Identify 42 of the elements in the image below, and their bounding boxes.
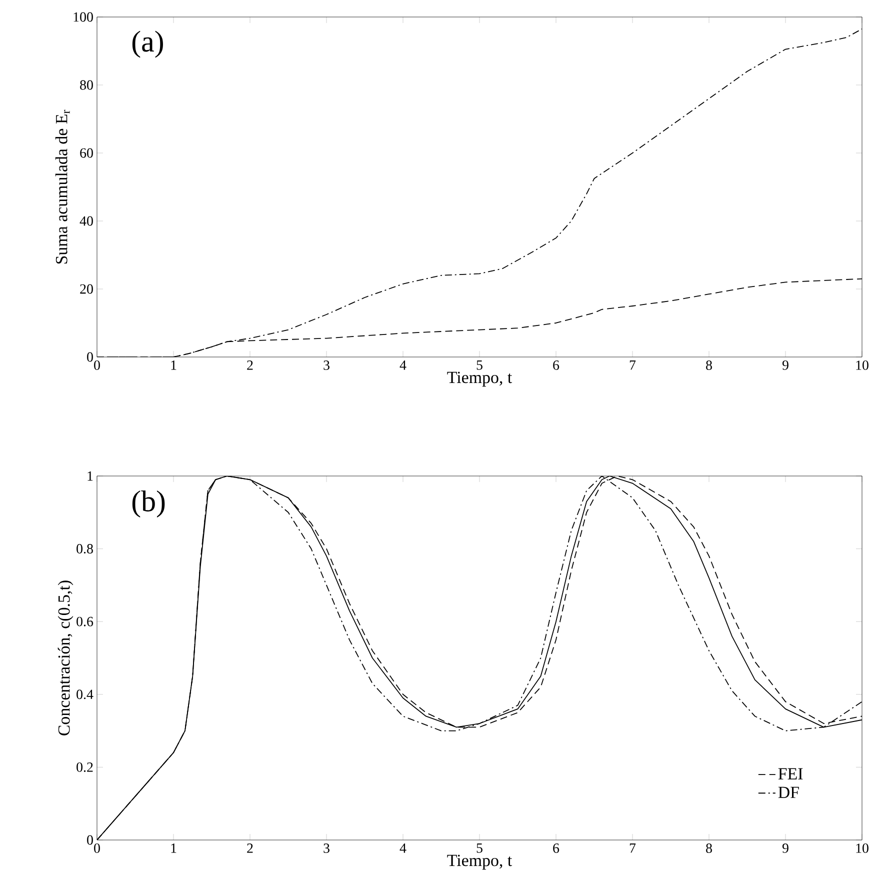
x-tick-label: 3 xyxy=(324,360,330,370)
x-tick-label: 1 xyxy=(171,844,176,853)
y-tick-label: 40 xyxy=(80,216,93,226)
x-axis-title: Tiempo, t xyxy=(447,854,512,870)
y-tick-label: 60 xyxy=(80,148,93,158)
y-tick-label: 80 xyxy=(80,80,93,90)
y-tick-label: 0.8 xyxy=(76,544,93,554)
x-tick-label: 7 xyxy=(630,360,636,370)
legend-label: FEI xyxy=(778,768,803,780)
y-tick-label: 20 xyxy=(80,284,93,294)
x-tick-label: 2 xyxy=(246,844,253,853)
x-tick-label: 3 xyxy=(324,844,330,853)
legend-label: DF xyxy=(778,786,799,798)
x-tick-label: 10 xyxy=(856,360,868,370)
x-tick-label: 2 xyxy=(246,360,253,370)
y-tick-label: 0.6 xyxy=(76,616,93,626)
x-tick-label: 6 xyxy=(552,844,559,853)
x-tick-label: 4 xyxy=(400,844,406,853)
y-axis-title: Concentración, c(0.5,t) xyxy=(58,580,74,736)
x-tick-label: 1 xyxy=(171,360,176,370)
x-tick-label: 0 xyxy=(94,844,100,853)
x-tick-label: 0 xyxy=(94,360,100,370)
annotation: (a) xyxy=(132,30,163,58)
y-tick-label: 0.4 xyxy=(76,690,94,700)
x-tick-label: 6 xyxy=(552,360,559,370)
x-tick-label: 9 xyxy=(782,844,788,853)
x-tick-label: 7 xyxy=(630,844,636,853)
y-tick-label: 1 xyxy=(88,471,93,481)
x-tick-label: 10 xyxy=(856,844,868,853)
y-tick-label: 100 xyxy=(74,12,93,22)
x-axis-title: Tiempo, t xyxy=(447,372,512,387)
x-tick-label: 8 xyxy=(706,360,712,370)
x-tick-label: 5 xyxy=(476,844,482,853)
annotation: (b) xyxy=(132,490,165,518)
x-tick-label: 4 xyxy=(400,360,406,370)
y-axis-title: Suma acumulada de E$_{r}$ xyxy=(55,110,70,264)
x-tick-label: 9 xyxy=(782,360,788,370)
y-tick-label: 0.2 xyxy=(76,762,93,772)
x-tick-label: 5 xyxy=(476,360,482,370)
x-tick-label: 8 xyxy=(706,844,712,853)
y-tick-label: 0 xyxy=(86,352,93,362)
y-tick-label: 0 xyxy=(86,835,93,845)
